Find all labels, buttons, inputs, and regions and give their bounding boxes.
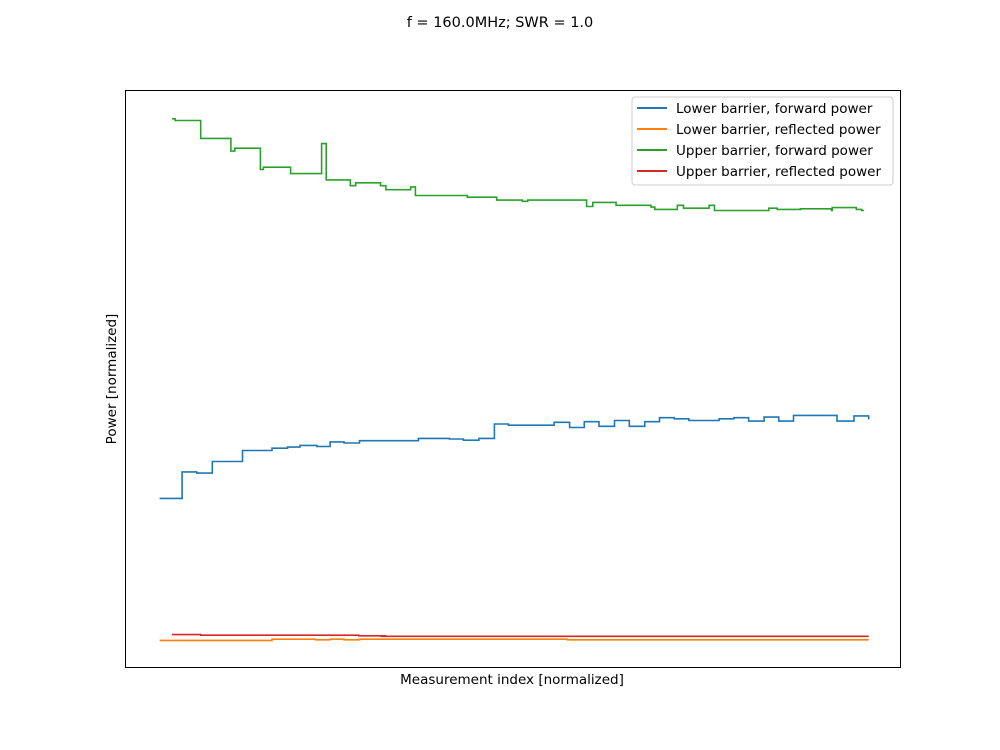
x-axis-label: Measurement index [normalized] <box>400 672 624 688</box>
chart-title: f = 160.0MHz; SWR = 1.0 <box>407 15 594 31</box>
series-line-4 <box>172 633 869 638</box>
series-line-1 <box>159 414 870 500</box>
legend-label-1: Lower barrier, forward power <box>676 101 873 117</box>
series-line-2 <box>159 638 869 642</box>
y-axis-label: Power [normalized] <box>104 314 120 445</box>
series-line-3 <box>172 118 865 212</box>
legend-label-3: Upper barrier, forward power <box>676 143 873 159</box>
legend-frame <box>631 96 894 186</box>
legend-label-2: Lower barrier, reflected power <box>676 122 881 138</box>
legend: Lower barrier, forward power Lower barrie… <box>631 96 894 186</box>
plot-frame <box>125 90 901 668</box>
legend-entries: Lower barrier, forward power Lower barrie… <box>637 101 881 180</box>
legend-label-4: Upper barrier, reflected power <box>676 164 881 180</box>
plot-background <box>125 90 901 668</box>
series-layer <box>159 118 870 642</box>
plot-area <box>125 90 901 668</box>
